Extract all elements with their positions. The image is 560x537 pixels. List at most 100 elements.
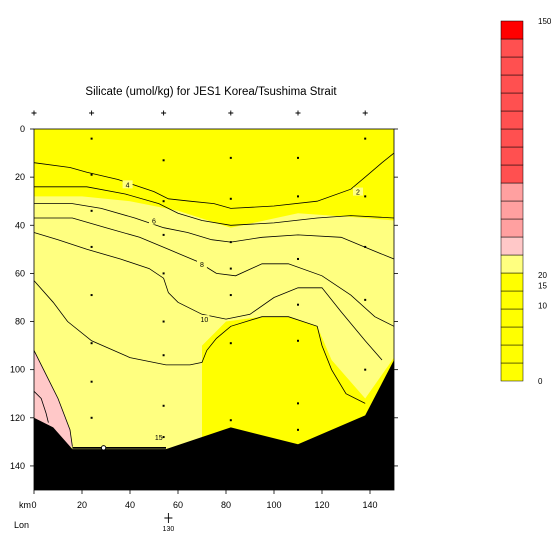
y-tick-label: 80 (15, 317, 25, 327)
axes: 0 20 40 60 80 100 120 140 0 20 40 60 80 100 120 140 130 (10, 110, 398, 533)
contour-label: 8 (200, 262, 204, 269)
sample-point (229, 342, 232, 345)
y-tick-label: 0 (20, 124, 25, 134)
sample-point (162, 272, 165, 275)
sample-point (229, 267, 232, 270)
x-tick-label: 80 (221, 500, 231, 510)
station-marker (295, 110, 301, 116)
station-marker (89, 110, 95, 116)
plot-frame (33, 128, 395, 491)
colorbar: 150 20 15 10 0 (500, 17, 552, 386)
sample-point (229, 419, 232, 422)
colorbar-segment (500, 38, 524, 58)
contour-label: 10 (201, 317, 209, 324)
sample-point (297, 402, 299, 405)
sample-point (364, 137, 367, 140)
sample-point (229, 197, 232, 200)
colorbar-tick-label: 15 (538, 282, 547, 291)
y-tick-label: 100 (10, 365, 25, 375)
sample-point (364, 368, 367, 371)
contour-line (33, 391, 49, 423)
colorbar-segment (500, 74, 524, 94)
lon-axis-label: Lon (14, 520, 29, 530)
x-tick-label: 20 (77, 500, 87, 510)
x-axis-label: km (19, 500, 31, 510)
sample-point (90, 342, 93, 345)
lon-tick-mark (164, 513, 173, 523)
contour-line (33, 280, 366, 404)
station-marker (161, 110, 167, 116)
sample-point (162, 354, 165, 357)
x-tick-label: 60 (173, 500, 183, 510)
station-marker (362, 110, 368, 116)
sample-point (162, 404, 165, 407)
contour-label-bg (153, 433, 164, 442)
sample-point (90, 416, 93, 419)
colorbar-segment (500, 200, 524, 220)
sample-point (90, 245, 93, 248)
sample-point (162, 320, 165, 323)
contour-line (34, 217, 395, 327)
sample-point (297, 195, 299, 198)
sample-point (90, 173, 93, 176)
x-tick-label: 40 (125, 500, 135, 510)
sample-point (162, 436, 165, 439)
sample-points (90, 137, 367, 451)
contour-line (34, 203, 395, 260)
colorbar-segment (500, 272, 524, 292)
bathymetry (34, 360, 394, 490)
colorbar-segment (500, 308, 524, 328)
colorbar-segment (500, 164, 524, 184)
y-tick-label: 120 (10, 413, 25, 423)
sample-point (90, 294, 93, 297)
sample-point (297, 156, 299, 159)
sample-point (297, 257, 299, 260)
sample-point (162, 233, 165, 236)
contour-label-bg (199, 315, 210, 324)
sample-point-highlight (100, 445, 107, 451)
sample-point (90, 209, 93, 212)
colorbar-segment (500, 92, 524, 112)
colorbar-segment (500, 128, 524, 148)
colorbar-segment (500, 146, 524, 166)
station-marker (228, 110, 234, 116)
colorbar-tick-label: 150 (538, 17, 552, 26)
colorbar-segment (500, 362, 524, 382)
colorbar-segment (500, 254, 524, 274)
sample-point (229, 241, 232, 244)
colorbar-tick-label: 0 (538, 377, 543, 386)
colorbar-segment (500, 56, 524, 76)
chart-title: Silicate (umol/kg) for JES1 Korea/Tsushi… (85, 86, 337, 98)
plot-area (33, 129, 395, 490)
colorbar-tick-label: 20 (538, 271, 547, 280)
sample-point (90, 380, 93, 383)
sample-point (364, 195, 367, 198)
sample-point (364, 245, 367, 248)
y-tick-label: 60 (15, 268, 25, 278)
sample-point (90, 137, 93, 140)
contour-line (33, 232, 383, 361)
contour-label-bg (149, 216, 159, 225)
sample-point (297, 303, 299, 306)
sample-point (297, 428, 299, 431)
colorbar-segment (500, 236, 524, 256)
x-tick-label: 0 (31, 500, 36, 510)
colorbar-segment (500, 290, 524, 310)
colorbar-tick-label: 10 (538, 301, 547, 310)
station-marker (31, 110, 37, 116)
contour-labels: 2 4 6 8 10 15 (122, 180, 363, 442)
contour-label: 6 (152, 218, 156, 225)
y-tick-label: 140 (10, 461, 25, 471)
colorbar-segment (500, 110, 524, 130)
sample-point (162, 159, 165, 162)
contour-label-bg (122, 180, 133, 189)
colorbar-segment (500, 344, 524, 364)
y-tick-label: 40 (15, 220, 25, 230)
contour-label: 4 (126, 182, 130, 189)
sample-point (364, 298, 367, 301)
contour-label-bg (353, 187, 363, 196)
sample-point (229, 156, 232, 159)
contour-label: 15 (155, 435, 163, 442)
contour-line (33, 350, 73, 447)
